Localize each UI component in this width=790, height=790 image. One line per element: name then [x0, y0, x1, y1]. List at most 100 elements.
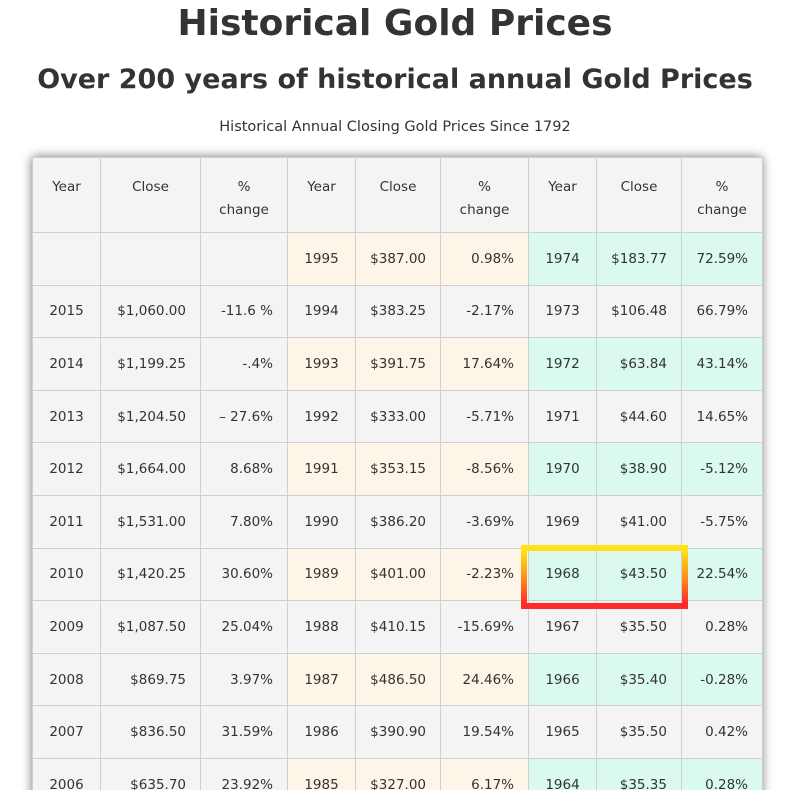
year-cell: 1990: [287, 494, 356, 549]
year-header-1: Year: [32, 157, 101, 233]
close-cell: $635.70: [100, 757, 201, 790]
change-cell: 17.64%: [440, 337, 529, 391]
close-cell: $1,531.00: [100, 494, 201, 549]
close-cell: $353.15: [355, 442, 441, 496]
table-row: 2010 $1,420.25 30.60% 1989 $401.00 -2.23% 1968…: [32, 547, 763, 602]
close-header-1: Close: [100, 157, 201, 233]
change-cell: 7.80%: [200, 494, 288, 549]
year-cell: 1973: [528, 284, 597, 339]
close-cell: $1,664.00: [100, 442, 201, 496]
gold-prices-table: Year Close% change Year Close% change Year Clos…: [32, 157, 763, 790]
close-cell: $327.00: [355, 757, 441, 790]
year-cell: 1986: [287, 705, 356, 759]
table-row: 2014 $1,199.25 -.4% 1993 $391.75 17.64% 1972 $6…: [32, 337, 763, 391]
close-cell: $106.48: [596, 284, 682, 339]
table-caption: Historical Annual Closing Gold Prices Si…: [219, 119, 571, 135]
year-cell: 2014: [32, 337, 101, 391]
year-cell: 1989: [287, 547, 356, 602]
change-cell: 25.04%: [200, 600, 288, 654]
change-cell: -.4%: [200, 337, 288, 391]
close-cell: $43.50: [596, 547, 682, 602]
change-cell: -3.69%: [440, 494, 529, 549]
close-cell: $391.75: [355, 337, 441, 391]
change-cell: 14.65%: [681, 389, 763, 444]
close-cell: $1,087.50: [100, 600, 201, 654]
page-title: Historical Gold Prices: [177, 3, 613, 44]
change-cell: -5.71%: [440, 389, 529, 444]
gold-prices-table-container: Year Close% change Year Close% change Year Clos…: [32, 157, 763, 790]
year-cell: 1972: [528, 337, 597, 391]
change-cell: 19.54%: [440, 705, 529, 759]
change-cell: 72.59%: [681, 232, 763, 286]
year-cell: 1988: [287, 600, 356, 654]
table-row: 2008 $869.75 3.97% 1987 $486.50 24.46% 1966 $35…: [32, 652, 763, 707]
close-header-2: Close: [355, 157, 441, 233]
change-cell: – 27.6%: [200, 389, 288, 444]
close-cell: $836.50: [100, 705, 201, 759]
close-cell: $869.75: [100, 652, 201, 707]
year-header-2: Year: [287, 157, 356, 233]
year-cell: 1974: [528, 232, 597, 286]
close-cell: $387.00: [355, 232, 441, 286]
close-cell: $41.00: [596, 494, 682, 549]
close-cell: $35.40: [596, 652, 682, 707]
year-cell: 2006: [32, 757, 101, 790]
change-cell: -11.6 %: [200, 284, 288, 339]
change-cell: -5.75%: [681, 494, 763, 549]
year-cell: 2007: [32, 705, 101, 759]
year-cell: 1995: [287, 232, 356, 286]
page-subtitle: Over 200 years of historical annual Gold…: [37, 64, 753, 95]
close-header-3: Close: [596, 157, 682, 233]
close-cell: $38.90: [596, 442, 682, 496]
change-cell: 24.46%: [440, 652, 529, 707]
change-cell: -15.69%: [440, 600, 529, 654]
close-cell: $333.00: [355, 389, 441, 444]
close-cell: $35.50: [596, 600, 682, 654]
year-cell: 1992: [287, 389, 356, 444]
change-cell: [200, 232, 288, 286]
table-row: 2007 $836.50 31.59% 1986 $390.90 19.54% 1965 $3…: [32, 705, 763, 759]
table-row: 1995 $387.00 0.98% 1974 $183.77 72.59%: [32, 232, 763, 286]
year-cell: 2013: [32, 389, 101, 444]
close-cell: $35.35: [596, 757, 682, 790]
year-cell: 1994: [287, 284, 356, 339]
table-row: 2012 $1,664.00 8.68% 1991 $353.15 -8.56% 1970 $…: [32, 442, 763, 496]
close-cell: $1,420.25: [100, 547, 201, 602]
year-cell: 1991: [287, 442, 356, 496]
table-row: 2011 $1,531.00 7.80% 1990 $386.20 -3.69% 1969 $…: [32, 494, 763, 549]
table-row: 2009 $1,087.50 25.04% 1988 $410.15 -15.69% 196…: [32, 600, 763, 654]
year-cell: 1965: [528, 705, 597, 759]
close-cell: $383.25: [355, 284, 441, 339]
year-cell: 1967: [528, 600, 597, 654]
close-cell: $44.60: [596, 389, 682, 444]
change-cell: 3.97%: [200, 652, 288, 707]
change-cell: 31.59%: [200, 705, 288, 759]
table-header-row: Year Close% change Year Close% change Year Clos…: [32, 157, 763, 233]
change-cell: -2.23%: [440, 547, 529, 602]
year-cell: 1968: [528, 547, 597, 602]
year-cell: 2011: [32, 494, 101, 549]
close-cell: $183.77: [596, 232, 682, 286]
year-cell: [32, 232, 101, 286]
table-row: 2013 $1,204.50– 27.6% 1992 $333.00 -5.71% 197…: [32, 389, 763, 444]
year-cell: 1970: [528, 442, 597, 496]
table-body: 1995 $387.00 0.98% 1974 $183.77 72.59% 2015 $1,…: [32, 232, 763, 790]
year-cell: 1966: [528, 652, 597, 707]
year-cell: 2008: [32, 652, 101, 707]
year-cell: 2010: [32, 547, 101, 602]
change-cell: 8.68%: [200, 442, 288, 496]
year-cell: 1985: [287, 757, 356, 790]
year-header-3: Year: [528, 157, 597, 233]
change-cell: 30.60%: [200, 547, 288, 602]
close-cell: $401.00: [355, 547, 441, 602]
close-cell: $390.90: [355, 705, 441, 759]
year-cell: 1987: [287, 652, 356, 707]
change-cell: 22.54%: [681, 547, 763, 602]
close-cell: $63.84: [596, 337, 682, 391]
year-cell: 2009: [32, 600, 101, 654]
close-cell: $410.15: [355, 600, 441, 654]
change-cell: -0.28%: [681, 652, 763, 707]
change-header-2: % change: [440, 157, 529, 233]
change-header-3: % change: [681, 157, 763, 233]
